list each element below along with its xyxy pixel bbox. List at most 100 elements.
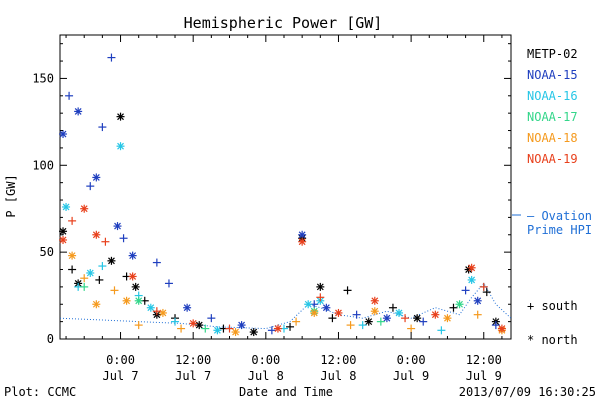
data-point xyxy=(479,282,488,291)
x-tick-time-label: 12:00 xyxy=(466,353,502,367)
data-point xyxy=(59,227,68,236)
data-point xyxy=(158,308,167,317)
data-point xyxy=(497,324,506,333)
data-point xyxy=(370,307,379,316)
ovation-legend-line-1: – Ovation xyxy=(527,209,592,223)
data-point xyxy=(401,314,410,323)
data-point xyxy=(431,310,440,319)
data-point xyxy=(376,317,385,326)
data-point xyxy=(80,282,89,291)
data-point xyxy=(164,279,173,288)
legend-entry: METP-02 xyxy=(527,47,578,61)
data-point xyxy=(491,321,500,330)
y-tick-label: 150 xyxy=(32,71,54,85)
data-point xyxy=(101,237,110,246)
legend-entry: NOAA-18 xyxy=(527,131,578,145)
data-point xyxy=(455,300,464,309)
data-point xyxy=(131,282,140,291)
legend-entry: NOAA-17 xyxy=(527,110,578,124)
ovation-legend-line-2: Prime HPI xyxy=(527,223,592,237)
legend-entry: NOAA-16 xyxy=(527,89,578,103)
data-point xyxy=(201,324,210,333)
x-tick-time-label: 12:00 xyxy=(320,353,356,367)
data-point xyxy=(195,321,204,330)
data-point xyxy=(92,173,101,182)
data-point xyxy=(310,308,319,317)
legend-entry: NOAA-19 xyxy=(527,152,578,166)
data-point xyxy=(107,53,116,62)
data-point xyxy=(68,216,77,225)
x-tick-time-label: 0:00 xyxy=(397,353,426,367)
data-point xyxy=(68,251,77,260)
y-tick-label: 100 xyxy=(32,158,54,172)
data-point xyxy=(370,296,379,305)
x-tick-day-label: Jul 8 xyxy=(320,369,356,383)
data-point xyxy=(152,307,161,316)
data-point xyxy=(86,182,95,191)
data-point xyxy=(467,275,476,284)
data-point xyxy=(68,265,77,274)
data-point xyxy=(346,321,355,330)
data-point xyxy=(80,274,89,283)
data-point xyxy=(122,296,131,305)
data-point xyxy=(225,324,234,333)
data-point xyxy=(482,288,491,297)
data-point xyxy=(286,322,295,331)
data-point xyxy=(473,296,482,305)
legend-entry: NOAA-15 xyxy=(527,68,578,82)
data-point xyxy=(292,317,301,326)
data-point xyxy=(358,321,367,330)
data-point xyxy=(92,230,101,239)
ovation-series-line xyxy=(59,282,512,330)
north-marker-legend: * north xyxy=(527,333,578,347)
data-point xyxy=(237,321,246,330)
y-tick-label: 50 xyxy=(40,245,54,259)
y-axis-label: P [GW] xyxy=(4,174,18,217)
data-point xyxy=(116,112,125,121)
x-axis: 0:00 Jul 7 12:00 Jul 7 0:00 Jul 8 12:00 Jul 8 0:… xyxy=(65,35,503,383)
footer-timestamp: 2013/07/09 16:30:25 xyxy=(459,385,596,399)
data-point xyxy=(86,268,95,277)
data-point xyxy=(65,91,74,100)
plot-frame xyxy=(59,34,512,340)
data-points xyxy=(59,53,506,337)
data-point xyxy=(207,314,216,323)
data-point xyxy=(152,258,161,267)
data-point xyxy=(146,303,155,312)
data-point xyxy=(107,256,116,265)
data-point xyxy=(62,202,71,211)
data-point xyxy=(183,303,192,312)
x-tick-time-label: 12:00 xyxy=(175,353,211,367)
data-point xyxy=(273,324,282,333)
legend: METP-02 NOAA-15 NOAA-16 NOAA-17 NOAA-18 NOAA-… xyxy=(527,47,578,166)
ovation-line xyxy=(59,282,512,330)
data-point xyxy=(267,326,276,335)
data-point xyxy=(364,317,373,326)
data-point xyxy=(213,326,222,335)
data-point xyxy=(449,303,458,312)
data-point xyxy=(382,314,391,323)
data-point xyxy=(343,286,352,295)
data-point xyxy=(171,317,180,326)
data-point xyxy=(407,324,416,333)
data-point xyxy=(80,204,89,213)
data-point xyxy=(95,275,104,284)
x-axis-label: Date and Time xyxy=(239,385,333,399)
data-point xyxy=(189,319,198,328)
x-tick-day-label: Jul 7 xyxy=(175,369,211,383)
data-point xyxy=(59,130,68,139)
data-point xyxy=(419,317,428,326)
data-point xyxy=(322,303,331,312)
data-point xyxy=(388,303,397,312)
y-tick-label: 0 xyxy=(47,332,54,346)
data-point xyxy=(461,286,470,295)
plot-area: 0 50 100 150 0:00 Jul 7 12:00 Jul 7 0:00 Jul 8 12… xyxy=(32,34,512,383)
data-point xyxy=(128,272,137,281)
data-point xyxy=(110,286,119,295)
x-tick-time-label: 0:00 xyxy=(251,353,280,367)
x-tick-day-label: Jul 9 xyxy=(466,369,502,383)
data-point xyxy=(443,314,452,323)
data-point xyxy=(98,123,107,132)
data-point xyxy=(134,296,143,305)
